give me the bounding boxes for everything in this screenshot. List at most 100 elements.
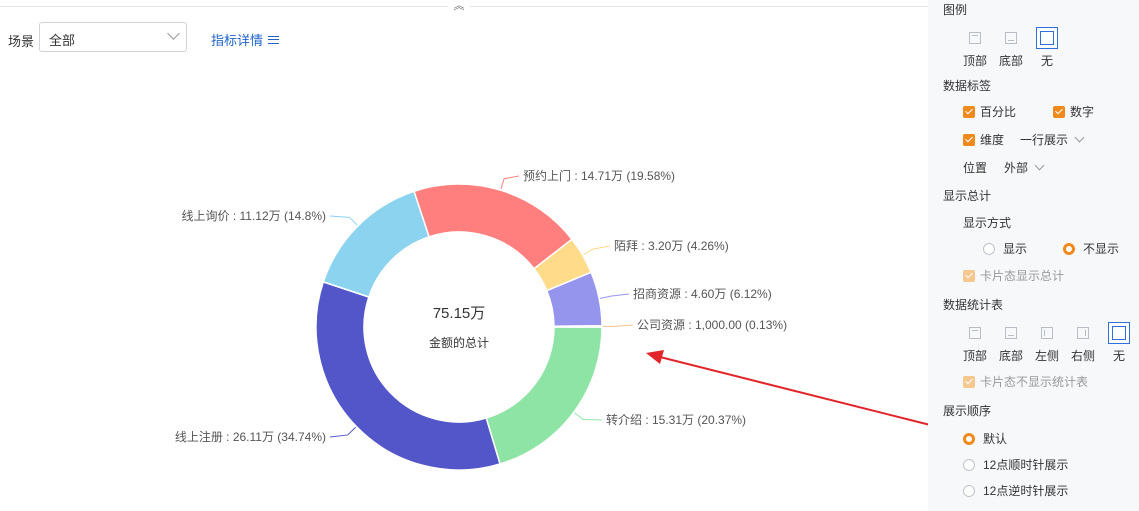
stats-option-top[interactable]: 顶部 (957, 322, 993, 364)
scene-filter-label: 场景 (8, 34, 35, 49)
order-counterclockwise-radio[interactable]: 12点逆时针展示 (963, 482, 1068, 499)
order-clockwise-label: 12点顺时针展示 (983, 458, 1069, 472)
stats-option-none[interactable]: 无 (1101, 322, 1137, 364)
leader-line-0 (574, 412, 603, 421)
total-show-label: 显示 (1003, 242, 1028, 256)
dimension-checkbox-label: 维度 (980, 133, 1005, 147)
indicator-detail-label: 指标详情 (211, 33, 264, 48)
leader-line-6 (602, 324, 634, 327)
position-bottom-icon (1005, 327, 1017, 339)
order-default-radio[interactable]: 默认 (963, 430, 1007, 447)
position-none-icon (1040, 31, 1054, 45)
list-icon (268, 35, 280, 45)
stats-option-label: 底部 (998, 349, 1023, 363)
donut-slice-3[interactable] (413, 183, 573, 270)
scene-select[interactable]: 全部 (39, 22, 187, 52)
settings-panel: 图例 顶部 底部 无 数据标签 百分比 数字 维度 一行展示 位置 外部 显示总… (928, 0, 1139, 511)
checkbox-checked-icon (963, 375, 975, 388)
legend-section-title: 图例 (943, 3, 968, 17)
stats-option-label: 无 (1112, 349, 1125, 363)
radio-unselected-icon (963, 458, 975, 471)
number-checkbox[interactable]: 数字 (1053, 103, 1094, 120)
slice-data-label-0: 转介绍 : 15.31万 (20.37%) (606, 412, 746, 427)
radio-unselected-icon (963, 484, 975, 497)
legend-option-top[interactable]: 顶部 (957, 27, 993, 69)
legend-option-bottom[interactable]: 底部 (993, 27, 1029, 69)
position-left-icon (1041, 327, 1053, 339)
stats-option-label: 左侧 (1034, 349, 1059, 363)
leader-line-5 (600, 293, 630, 299)
donut-slice-1[interactable] (315, 280, 501, 471)
indicator-detail-link[interactable]: 指标详情 (211, 30, 280, 49)
chart-canvas-area: ︽ 场景 全部 指标详情 转介绍 : 15.31万 (20.37%) 线上注册 :… (0, 0, 928, 471)
checkbox-checked-icon (1053, 105, 1065, 118)
radio-selected-icon (963, 432, 975, 445)
slice-data-label-1: 线上注册 : 26.11万 (34.74%) (175, 429, 326, 444)
scene-select-value: 全部 (49, 33, 76, 48)
position-top-icon (969, 327, 981, 339)
order-clockwise-radio[interactable]: 12点顺时针展示 (963, 456, 1068, 473)
slice-data-label-2: 线上询价 : 11.12万 (14.8%) (182, 209, 327, 223)
display-order-section-title: 展示顺序 (943, 404, 992, 418)
position-right-icon (1077, 327, 1089, 339)
leader-line-2 (329, 215, 358, 226)
show-total-section-title: 显示总计 (943, 189, 992, 203)
radio-unselected-icon (983, 242, 995, 255)
leader-line-3 (500, 175, 520, 190)
number-checkbox-label: 数字 (1070, 105, 1095, 119)
leader-line-4 (583, 245, 611, 256)
donut-chart: 转介绍 : 15.31万 (20.37%) 线上注册 : 26.11万 (34.7… (175, 168, 928, 471)
dimension-checkbox[interactable]: 维度 (963, 131, 1004, 148)
checkbox-checked-icon (963, 133, 975, 146)
card-show-total-checkbox[interactable]: 卡片态显示总计 (963, 267, 1064, 284)
total-show-radio[interactable]: 显示 (983, 240, 1027, 257)
position-top-icon (969, 32, 981, 44)
annotation-arrow (646, 350, 928, 426)
legend-option-none[interactable]: 无 (1029, 27, 1065, 69)
donut-slice-2[interactable] (322, 190, 431, 298)
stats-option-label: 右侧 (1070, 349, 1095, 363)
stats-option-right[interactable]: 右侧 (1065, 322, 1101, 364)
label-position-label: 位置 (963, 161, 988, 175)
stats-option-left[interactable]: 左侧 (1029, 322, 1065, 364)
percent-checkbox-label: 百分比 (980, 105, 1017, 119)
position-bottom-icon (1005, 32, 1017, 44)
slice-data-label-3: 预约上门 : 14.71万 (19.58%) (523, 168, 675, 183)
slice-data-label-6: 公司资源 : 1,000.00 (0.13%) (637, 318, 787, 332)
leader-line-1 (329, 426, 357, 438)
stats-table-position-group: 顶部 底部 左侧 右侧 无 (957, 322, 1137, 364)
stats-table-section-title: 数据统计表 (943, 298, 1004, 312)
total-hide-label: 不显示 (1083, 242, 1120, 256)
slice-data-label-5: 招商资源 : 4.60万 (6.12%) (633, 286, 772, 301)
checkbox-checked-icon (963, 269, 975, 282)
center-total-label: 金额的总计 (429, 335, 489, 350)
stats-option-bottom[interactable]: 底部 (993, 322, 1029, 364)
percent-checkbox[interactable]: 百分比 (963, 103, 1016, 120)
order-counterclockwise-label: 12点逆时针展示 (983, 484, 1069, 498)
donut-slice-6[interactable] (553, 325, 603, 328)
legend-position-group: 顶部 底部 无 (957, 27, 1065, 69)
order-default-label: 默认 (983, 432, 1008, 446)
label-position-dropdown[interactable]: 外部 (1004, 159, 1045, 176)
position-none-icon (1112, 326, 1126, 340)
card-hide-stats-checkbox[interactable]: 卡片态不显示统计表 (963, 373, 1088, 390)
stats-option-label: 顶部 (962, 349, 987, 363)
total-hide-radio[interactable]: 不显示 (1063, 240, 1119, 257)
card-hide-stats-label: 卡片态不显示统计表 (980, 375, 1089, 389)
data-labels-section-title: 数据标签 (943, 79, 992, 93)
chevron-down-icon (1034, 160, 1045, 171)
radio-selected-icon (1063, 242, 1075, 255)
legend-option-label: 底部 (998, 54, 1023, 68)
collapse-up-icon[interactable]: ︽ (448, 0, 470, 12)
label-position-value: 外部 (1004, 161, 1029, 175)
display-mode-label: 显示方式 (963, 216, 1012, 230)
checkbox-checked-icon (963, 105, 975, 118)
legend-option-label: 顶部 (962, 54, 987, 68)
donut-slice-0[interactable] (485, 326, 603, 465)
slice-data-label-4: 陌拜 : 3.20万 (4.26%) (614, 239, 729, 253)
label-layout-dropdown[interactable]: 一行展示 (1020, 131, 1085, 148)
card-show-total-label: 卡片态显示总计 (980, 269, 1065, 283)
label-layout-value: 一行展示 (1020, 133, 1069, 147)
legend-option-label: 无 (1040, 54, 1053, 68)
center-total-value: 75.15万 (433, 305, 486, 322)
